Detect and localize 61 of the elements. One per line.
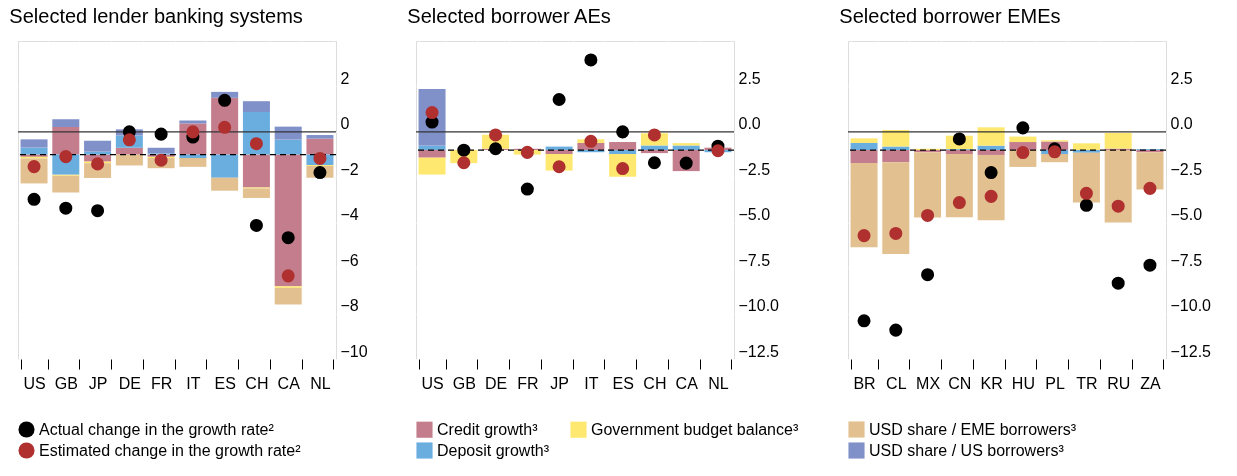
y-tick-label: −12.5 — [738, 342, 780, 360]
x-tick-label: TR — [1076, 374, 1098, 392]
x-tick-label: ES — [214, 374, 236, 392]
legend-label: Credit growth³ — [437, 420, 539, 438]
legend-label: Actual change in the growth rate² — [39, 420, 275, 438]
x-tick-label: US — [23, 374, 46, 392]
x-tick-label: KR — [980, 374, 1003, 392]
x-tick-label: BR — [853, 374, 876, 392]
y-tick-label: −5.0 — [1170, 206, 1203, 224]
y-tick-label: −5.0 — [738, 206, 771, 224]
y-tick-label: −6 — [340, 251, 359, 269]
y-tick-label: −8 — [340, 297, 359, 315]
x-tick-label: CL — [886, 374, 907, 392]
legend-label: Estimated change in the growth rate² — [39, 441, 302, 459]
x-tick-label: GB — [452, 374, 476, 392]
x-tick-label: JP — [88, 374, 108, 392]
x-tick-label: DE — [118, 374, 141, 392]
legend-label: USD share / EME borrowers³ — [869, 420, 1077, 438]
y-tick-label: −10 — [340, 342, 368, 360]
legend-label: Government budget balance³ — [591, 420, 799, 438]
x-tick-label: NL — [310, 374, 331, 392]
x-tick-label: JP — [550, 374, 569, 392]
y-tick-label: 0.0 — [738, 115, 761, 133]
x-tick-label: DE — [484, 374, 508, 392]
y-tick-label: −7.5 — [738, 251, 771, 269]
x-tick-label: GB — [54, 374, 78, 392]
x-tick-label: IT — [186, 374, 201, 392]
x-tick-label: CA — [277, 374, 301, 392]
chart-title: Selected borrower EMEs — [839, 5, 1061, 27]
y-tick-label: −2 — [340, 160, 359, 178]
x-tick-label: CH — [245, 374, 269, 392]
y-tick-label: −12.5 — [1170, 342, 1212, 360]
y-tick-label: 0 — [340, 115, 350, 133]
x-tick-label: HU — [1011, 374, 1035, 392]
y-tick-label: 2.5 — [738, 69, 761, 87]
x-tick-label: FR — [150, 374, 173, 392]
x-tick-label: NL — [708, 374, 729, 392]
y-tick-label: 0.0 — [1170, 115, 1193, 133]
x-tick-label: ZA — [1140, 374, 1161, 392]
x-tick-label: CA — [675, 374, 699, 392]
x-tick-label: US — [421, 374, 444, 392]
y-tick-label: −7.5 — [1170, 251, 1203, 269]
x-tick-label: CN — [948, 374, 972, 392]
x-tick-label: RU — [1107, 374, 1131, 392]
y-tick-label: −2.5 — [1170, 160, 1203, 178]
x-tick-label: CH — [643, 374, 667, 392]
y-tick-label: −10.0 — [738, 297, 780, 315]
y-tick-label: −10.0 — [1170, 297, 1212, 315]
x-tick-label: ES — [612, 374, 634, 392]
x-tick-label: PL — [1045, 374, 1066, 392]
legend-label: USD share / US borrowers³ — [869, 441, 1065, 459]
x-tick-label: IT — [584, 374, 599, 392]
y-tick-label: 2.5 — [1170, 69, 1193, 87]
y-tick-label: 2 — [340, 69, 350, 87]
x-tick-label: MX — [916, 374, 941, 392]
chart-title: Selected borrower AEs — [407, 5, 611, 27]
legend-label: Deposit growth³ — [437, 441, 550, 459]
y-tick-label: −2.5 — [738, 160, 771, 178]
chart-title: Selected lender banking systems — [9, 5, 303, 27]
x-tick-label: FR — [517, 374, 539, 392]
y-tick-label: −4 — [340, 206, 359, 224]
